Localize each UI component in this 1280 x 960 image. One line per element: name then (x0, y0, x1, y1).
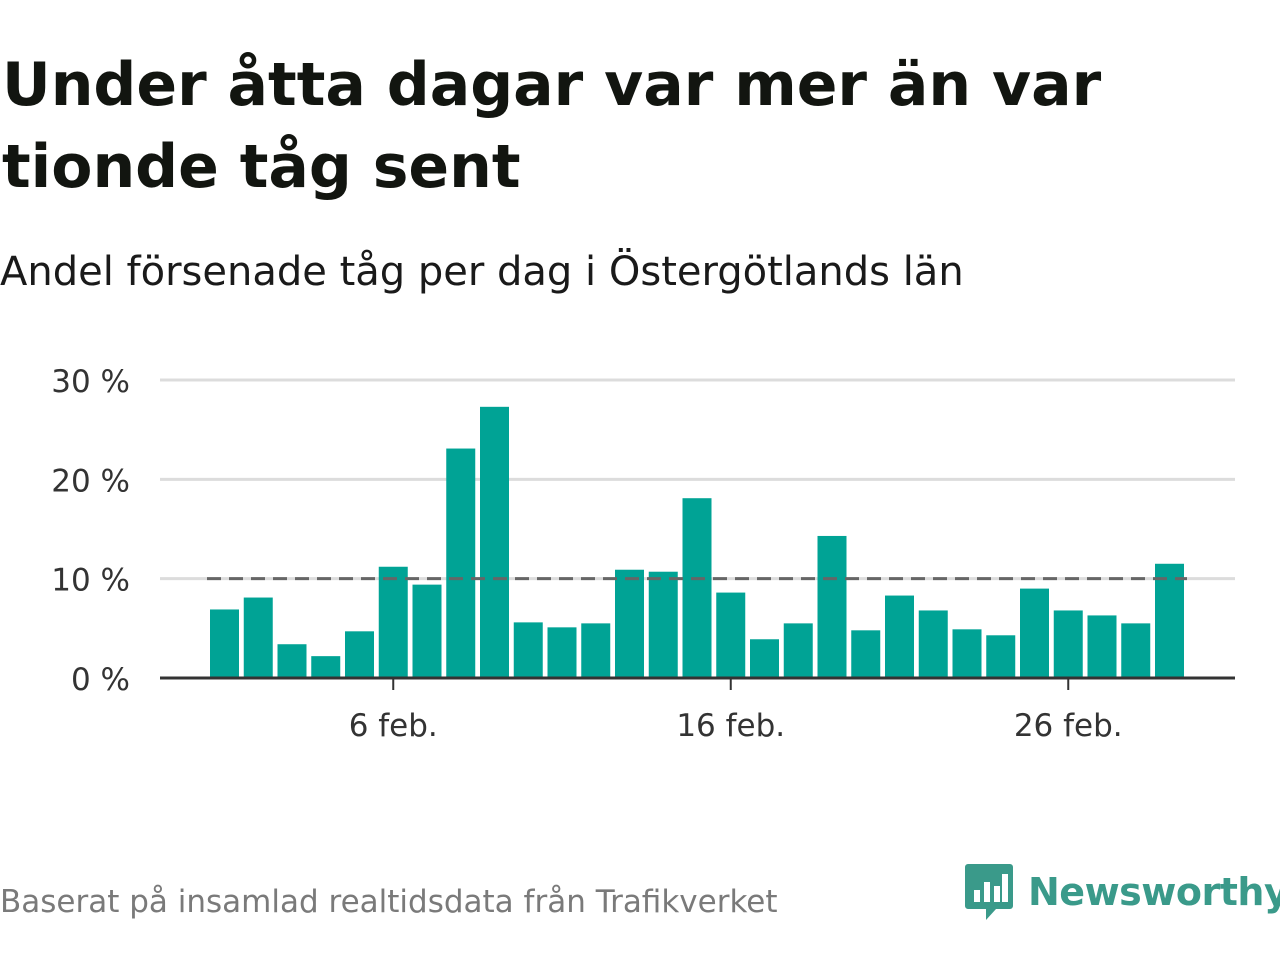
bar (1155, 563, 1184, 678)
x-tick-label: 16 feb. (676, 708, 785, 744)
brand-logo: Newsworthy (964, 862, 1280, 922)
bar-chart: 0 % 10 % 20 % 30 % 6 feb. 16 feb. 26 feb. (51, 364, 1235, 744)
bar (750, 639, 779, 678)
bar (1121, 623, 1151, 678)
bar (547, 627, 577, 678)
y-tick-label: 20 % (51, 463, 130, 499)
bar (952, 629, 982, 678)
bar (918, 610, 948, 678)
y-tick-label: 10 % (51, 563, 130, 599)
bar (345, 631, 374, 678)
bar (615, 569, 644, 678)
x-tick-label: 26 feb. (1014, 708, 1123, 744)
bar (1087, 615, 1117, 678)
brand-name: Newsworthy (1028, 870, 1280, 914)
newsworthy-logo-icon (965, 864, 1013, 920)
bar (682, 498, 712, 678)
x-axis: 6 feb. 16 feb. 26 feb. (160, 676, 1235, 744)
bar (817, 535, 847, 678)
bar (311, 656, 341, 678)
bar (716, 592, 746, 678)
x-tick-label: 6 feb. (349, 708, 438, 744)
source-note: Baserat på insamlad realtidsdata från Tr… (0, 884, 778, 920)
bar (513, 622, 543, 678)
bar (277, 644, 307, 678)
y-tick-label: 0 % (71, 662, 130, 698)
bars (210, 406, 1184, 678)
bar (210, 609, 239, 678)
bar (446, 448, 476, 678)
bar (378, 566, 408, 678)
bar (243, 597, 273, 678)
bar (885, 595, 914, 678)
bar (412, 584, 442, 678)
y-axis-tick-labels: 0 % 10 % 20 % 30 % (51, 364, 130, 698)
bar (648, 571, 678, 678)
chart-title: Under åtta dagar var mer än var tionde t… (2, 50, 1102, 202)
chart-subtitle: Andel försenade tåg per dag i Östergötla… (0, 249, 964, 295)
bar (480, 406, 509, 678)
bar (986, 635, 1016, 678)
bar (581, 623, 611, 678)
y-tick-label: 30 % (51, 364, 130, 400)
bar (851, 630, 881, 678)
bar (1020, 588, 1049, 678)
bar (783, 623, 813, 678)
bar (1053, 610, 1083, 678)
